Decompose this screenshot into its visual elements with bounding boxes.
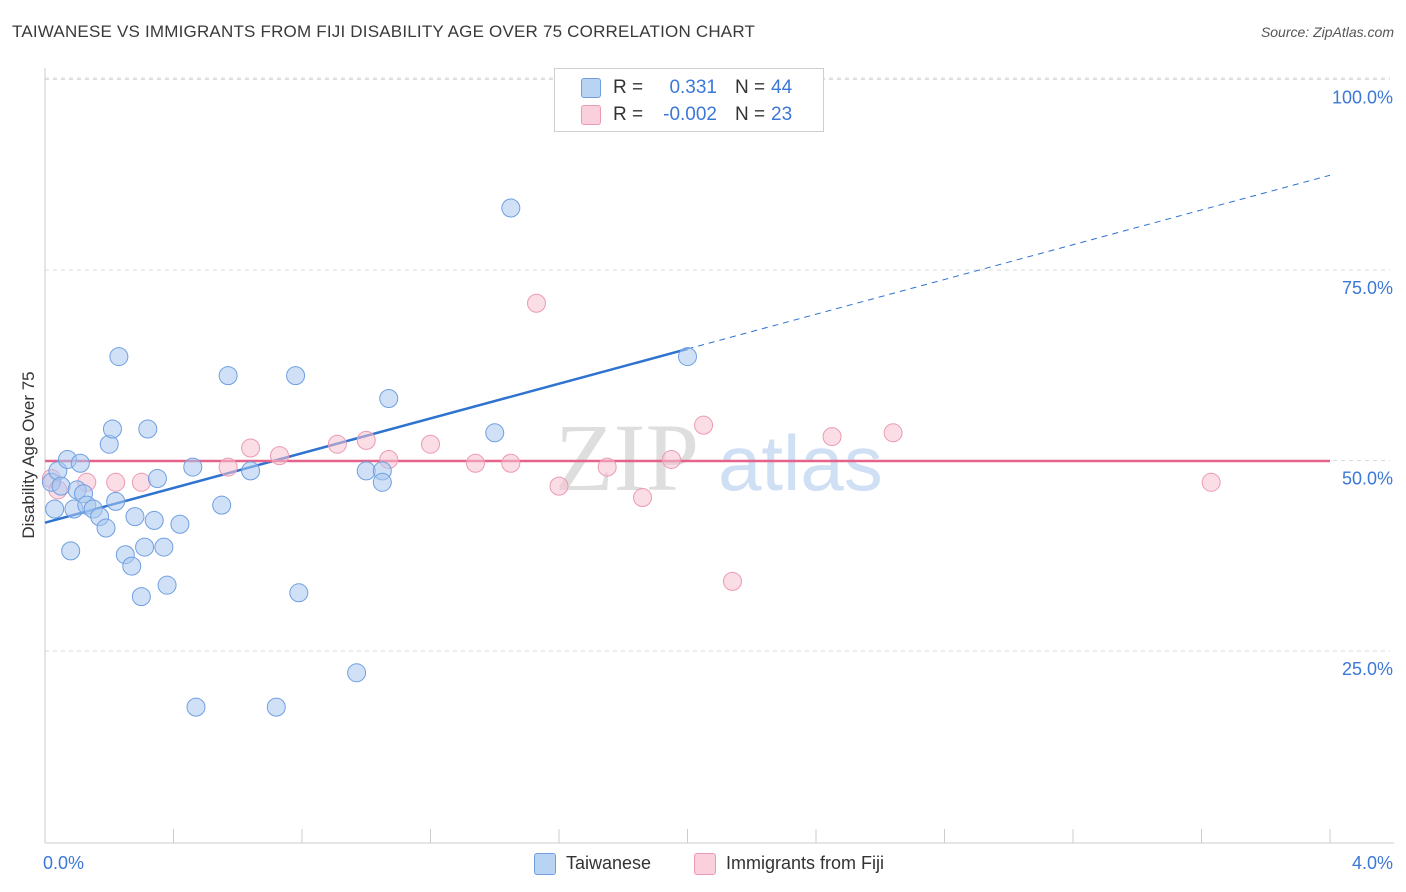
data-point-fiji — [106, 472, 126, 492]
source-label: Source: ZipAtlas.com — [1260, 24, 1394, 40]
data-point-fiji — [270, 446, 290, 466]
watermark-atlas: atlas — [718, 419, 883, 507]
data-point-taiwanese — [51, 476, 71, 496]
legend-r-label: R = — [613, 77, 644, 98]
tick-labels: 25.0% 50.0% 75.0% 100.0% 0.0% 4.0% — [43, 88, 1393, 874]
legend-n-value: 23 — [771, 104, 793, 125]
data-point-taiwanese — [154, 537, 174, 557]
data-point-fiji — [527, 293, 547, 313]
legend-n-value: 44 — [771, 77, 793, 98]
data-point-taiwanese — [157, 575, 177, 595]
legend-r-value: -0.002 — [663, 104, 717, 125]
data-point-taiwanese — [144, 510, 164, 530]
y-tick-label: 25.0% — [1342, 659, 1393, 679]
legend-row-fiji: R = -0.002 N = 23 — [555, 102, 823, 128]
trend-line-taiwanese-projection — [687, 174, 1331, 350]
data-point-taiwanese — [147, 469, 167, 488]
legend-n-label: N = — [735, 77, 766, 98]
data-point-taiwanese — [289, 583, 309, 603]
data-points — [41, 198, 1221, 717]
data-point-fiji — [131, 472, 151, 492]
legend-row-taiwanese: R = 0.331 N = 44 — [555, 75, 823, 101]
data-point-taiwanese — [356, 461, 376, 481]
legend-swatch-taiwanese — [581, 78, 601, 98]
data-point-fiji — [501, 453, 521, 473]
y-axis-label: Disability Age Over 75 — [19, 371, 38, 538]
data-point-taiwanese — [266, 697, 286, 717]
data-point-taiwanese — [501, 198, 521, 218]
data-point-taiwanese — [61, 541, 81, 561]
data-point-fiji — [421, 434, 440, 454]
x-tick-label-end: 4.0% — [1352, 853, 1393, 873]
data-point-fiji — [722, 571, 742, 591]
data-point-taiwanese — [212, 495, 232, 515]
grid-lines — [45, 77, 1390, 652]
legend-r-label: R = — [613, 104, 644, 125]
data-point-fiji — [661, 449, 681, 469]
data-point-fiji — [356, 430, 376, 450]
x-tick-label-start: 0.0% — [43, 853, 84, 873]
data-point-fiji — [327, 434, 347, 454]
bottom-legend-label-taiwanese: Taiwanese — [566, 853, 652, 873]
data-point-fiji — [597, 457, 617, 477]
legend-swatch-fiji — [581, 105, 601, 125]
data-point-taiwanese — [125, 507, 145, 527]
legend-n-label: N = — [735, 104, 766, 125]
y-tick-label: 50.0% — [1342, 469, 1393, 489]
data-point-fiji — [465, 453, 485, 473]
data-point-fiji — [218, 457, 238, 477]
data-point-taiwanese — [347, 663, 367, 683]
data-point-taiwanese — [485, 423, 505, 443]
data-point-taiwanese — [379, 388, 399, 408]
data-point-taiwanese — [286, 366, 306, 386]
data-point-taiwanese — [218, 366, 238, 386]
chart-title: TAIWANESE VS IMMIGRANTS FROM FIJI DISABI… — [12, 22, 756, 41]
data-point-taiwanese — [241, 461, 261, 481]
watermark: ZIP atlas — [555, 404, 883, 511]
data-point-taiwanese — [122, 556, 142, 576]
data-point-taiwanese — [186, 697, 206, 717]
legend-r-value: 0.331 — [669, 77, 717, 98]
y-tick-label: 100.0% — [1332, 88, 1393, 108]
data-point-fiji — [633, 488, 653, 508]
data-point-fiji — [883, 423, 903, 443]
data-point-taiwanese — [45, 499, 65, 519]
data-point-taiwanese — [102, 419, 122, 439]
bottom-legend-swatch-fiji — [694, 853, 716, 875]
data-point-fiji — [1201, 472, 1221, 492]
data-point-taiwanese — [372, 472, 392, 492]
data-point-taiwanese — [138, 419, 158, 439]
data-point-taiwanese — [678, 347, 697, 367]
data-point-fiji — [549, 476, 569, 496]
data-point-taiwanese — [106, 491, 126, 511]
data-point-taiwanese — [109, 347, 129, 367]
data-point-taiwanese — [183, 457, 203, 477]
bottom-legend-swatch-taiwanese — [534, 853, 556, 875]
data-point-taiwanese — [131, 587, 151, 607]
y-tick-label: 75.0% — [1342, 278, 1393, 298]
data-point-fiji — [694, 415, 714, 435]
bottom-legend-label-fiji: Immigrants from Fiji — [726, 853, 885, 873]
data-point-taiwanese — [135, 537, 155, 557]
data-point-taiwanese — [70, 453, 90, 473]
correlation-legend: R = 0.331 N = 44 R = -0.002 N = 23 — [554, 68, 824, 132]
data-point-taiwanese — [96, 518, 116, 538]
axes — [44, 68, 1394, 844]
data-point-taiwanese — [170, 514, 190, 534]
data-point-fiji — [822, 427, 842, 447]
data-point-fiji — [241, 438, 261, 458]
